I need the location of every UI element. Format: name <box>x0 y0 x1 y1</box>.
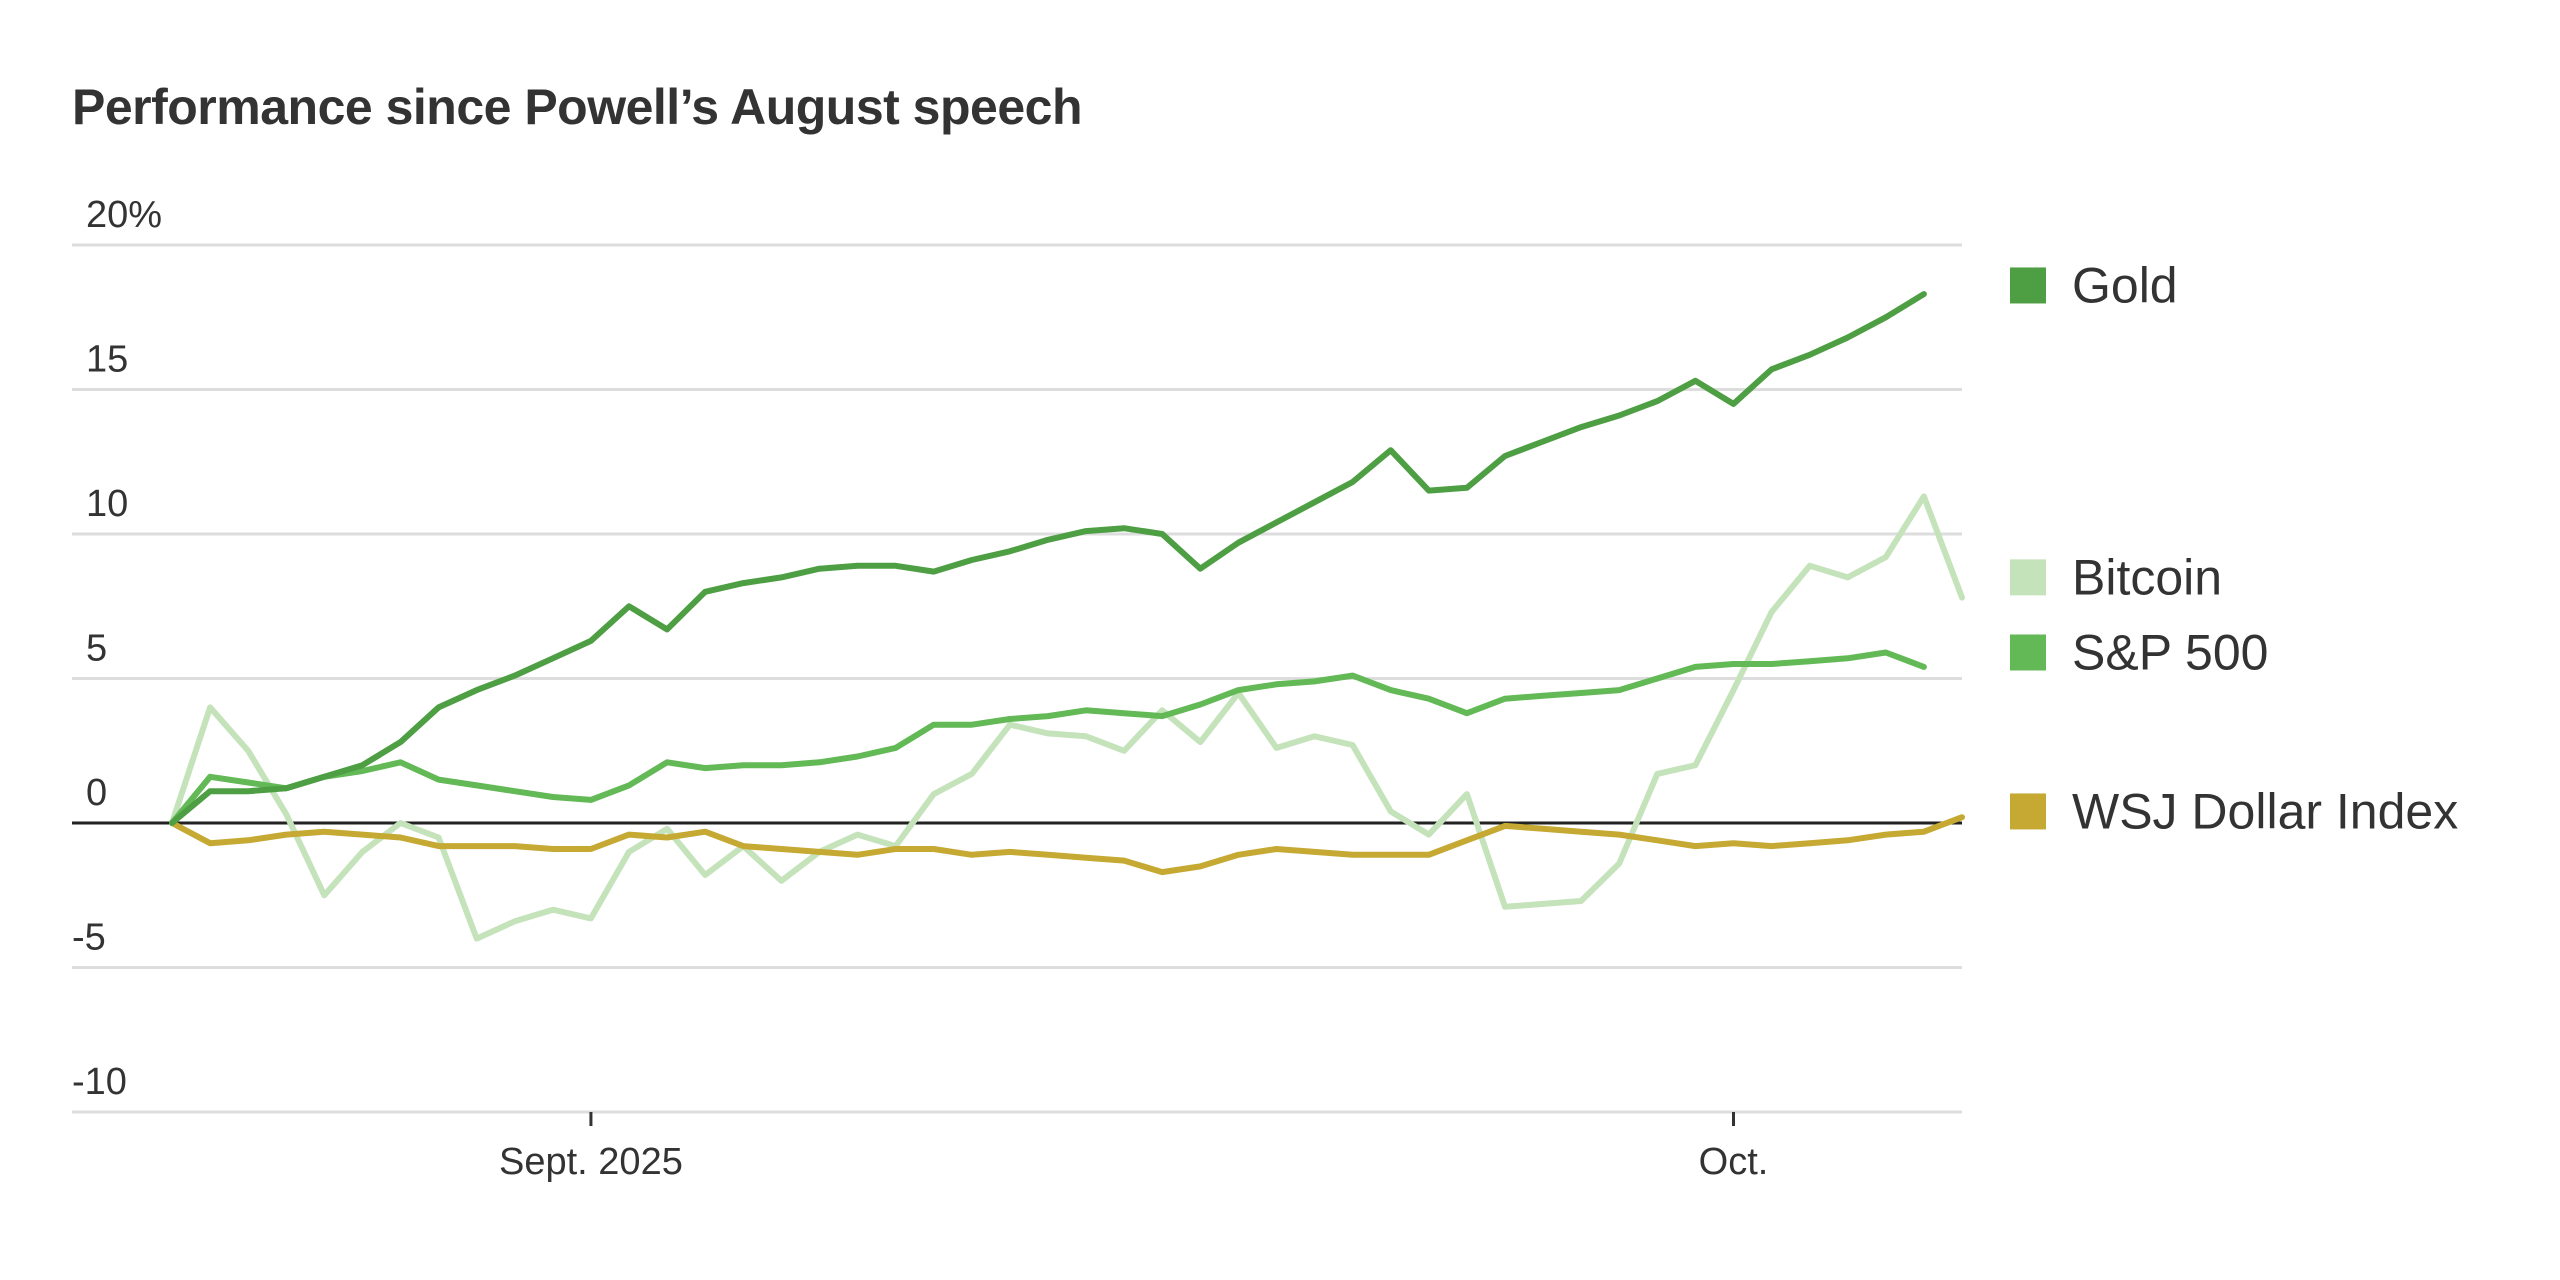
y-tick-label: 15 <box>86 339 128 381</box>
x-tick-label: Sept. 2025 <box>499 1141 683 1183</box>
x-tick-label: Oct. <box>1699 1141 1769 1183</box>
legend-label-bitcoin: Bitcoin <box>2072 549 2222 605</box>
gridlines <box>72 243 1962 1114</box>
legend-swatch-bitcoin <box>2010 559 2046 596</box>
y-tick-label: 5 <box>86 628 107 670</box>
y-tick-label: 10 <box>86 483 128 525</box>
legend-label-gold: Gold <box>2072 257 2178 313</box>
series-line-wsj-dollar-index <box>169 814 1965 876</box>
y-tick-label: -10 <box>72 1061 127 1103</box>
series-lines <box>169 291 1965 942</box>
y-tick-label: -5 <box>72 917 106 959</box>
series-line-gold <box>169 291 1927 826</box>
y-tick-label: 0 <box>86 772 107 814</box>
series-line-s-p-500 <box>169 649 1927 826</box>
legend-label-s-p-500: S&P 500 <box>2072 624 2268 680</box>
legend-label-wsj-dollar-index: WSJ Dollar Index <box>2072 783 2458 839</box>
x-axis: Sept. 2025 Oct. <box>499 1112 1768 1183</box>
legend-swatch-wsj-dollar-index <box>2010 793 2046 830</box>
legend: Gold Bitcoin S&P 500 WSJ Dollar Index <box>2010 257 2458 839</box>
legend-swatch-gold <box>2010 267 2046 304</box>
chart-title: Performance since Powell’s August speech <box>72 79 1082 135</box>
y-tick-label: 20% <box>86 194 162 236</box>
series-line-bitcoin <box>169 493 1965 942</box>
legend-swatch-s-p-500 <box>2010 634 2046 671</box>
y-axis-tick-labels: 20% 15 10 5 0 -5 -10 <box>72 194 162 1103</box>
